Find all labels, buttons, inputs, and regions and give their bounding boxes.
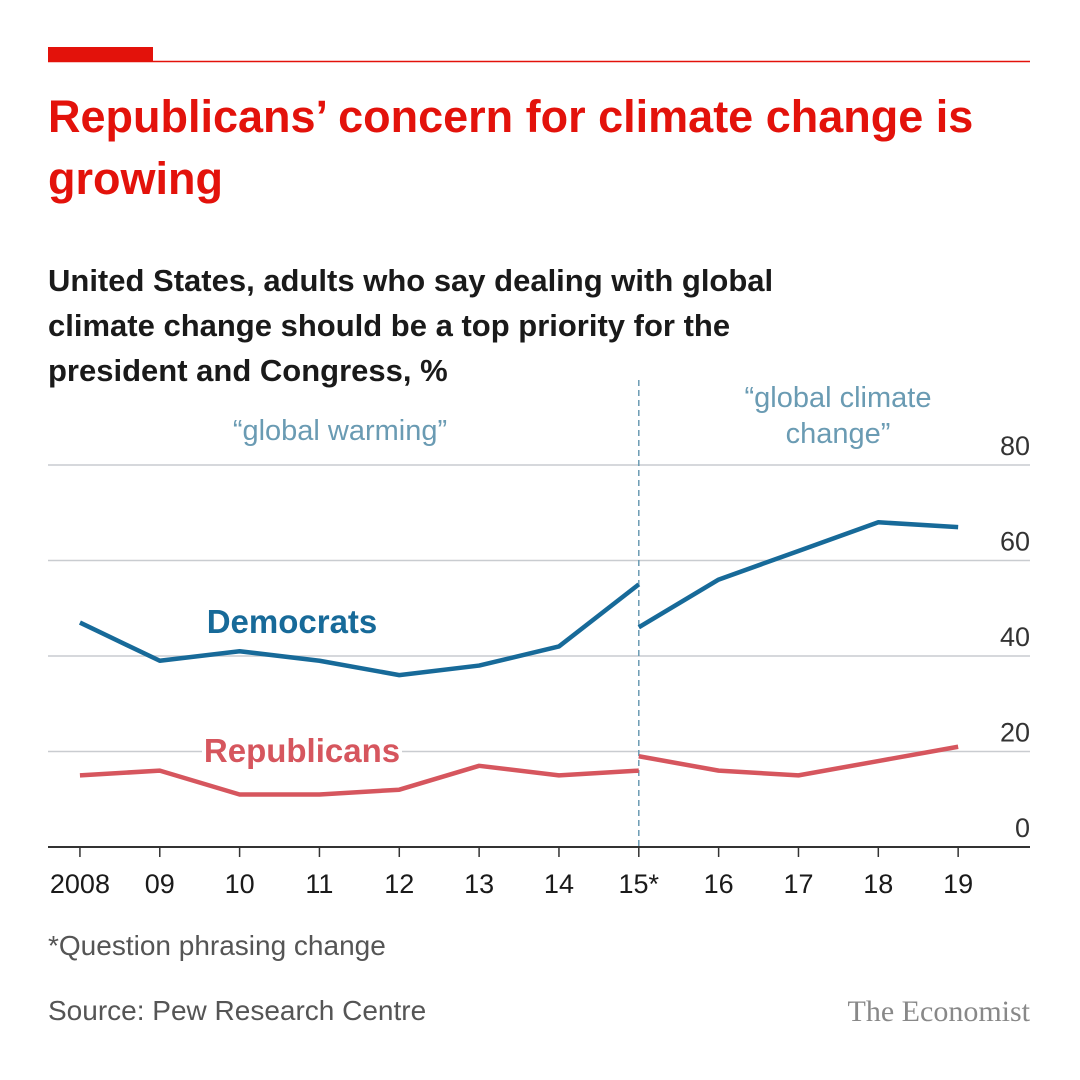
x-tick-label: 10 [225,869,255,899]
x-tick-label: 13 [464,869,494,899]
footnote: *Question phrasing change [48,930,386,961]
series-line [79,744,959,797]
accent-bar [48,47,153,61]
series-label: Republicans [204,732,400,769]
x-tick-label: 15* [619,869,660,899]
chart-subtitle: United States, adults who say dealing wi… [48,263,774,388]
y-tick-label: 20 [1000,718,1030,748]
series-label: Democrats [207,603,378,640]
annotation: “global warming” [232,415,448,447]
x-tick-label: 2008 [50,869,110,899]
annotation: “global climate change” [744,382,932,450]
source: Source: Pew Research Centre [48,995,427,1026]
y-tick-label: 60 [1000,527,1030,557]
y-tick-label: 40 [1000,622,1030,652]
chart-title: Republicans’ concern for climate change … [48,91,974,204]
x-tick-label: 17 [783,869,813,899]
y-tick-label: 0 [1015,813,1030,843]
x-tick-label: 09 [145,869,175,899]
x-tick-label: 18 [863,869,893,899]
x-tick-label: 11 [305,869,333,899]
series-line [78,520,959,678]
x-tick-label: 12 [384,869,414,899]
x-tick-label: 16 [704,869,734,899]
brand: The Economist [847,995,1030,1028]
x-tick-label: 19 [943,869,973,899]
y-tick-label: 80 [1000,431,1030,461]
x-tick-label: 14 [544,869,574,899]
label-backdrop [202,736,402,776]
